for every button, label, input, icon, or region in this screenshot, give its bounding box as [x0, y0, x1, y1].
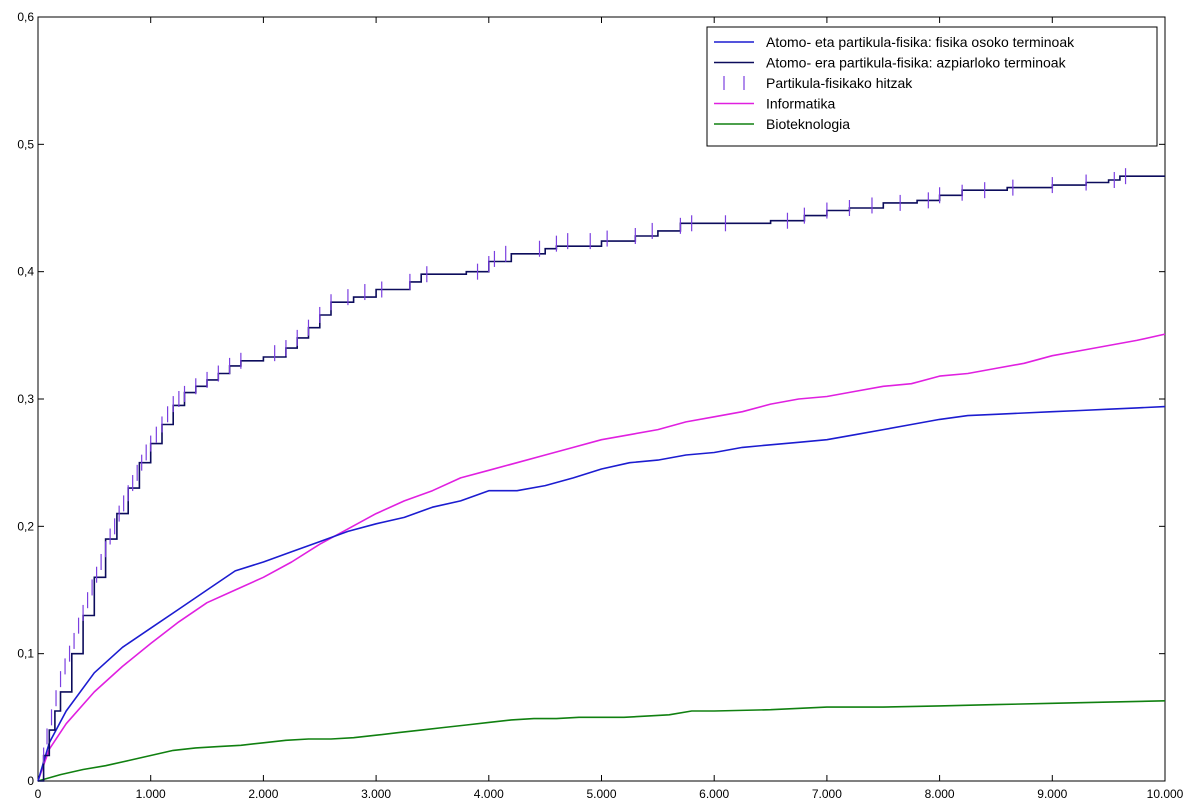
legend-entry-2: Atomo- era partikula-fisika: azpiarloko …: [714, 55, 1067, 71]
legend-label: Atomo- era partikula-fisika: azpiarloko …: [766, 55, 1067, 71]
y-tick-label: 0,1: [17, 647, 34, 661]
y-tick-label: 0,5: [17, 137, 34, 151]
x-tick-label: 7.000: [812, 787, 842, 801]
x-tick-label: 3.000: [361, 787, 391, 801]
x-tick-label: 4.000: [474, 787, 504, 801]
x-tick-label: 2.000: [248, 787, 278, 801]
series-2-step-line: [38, 175, 1165, 782]
y-tick-label: 0,2: [17, 519, 34, 533]
y-tick-label: 0: [27, 774, 34, 788]
x-tick-label: 8.000: [925, 787, 955, 801]
x-tick-label: 6.000: [699, 787, 729, 801]
legend-box: [706, 26, 1158, 147]
series-5-line: [37, 700, 1166, 782]
legend-entry-1: Atomo- eta partikula-fisika: fisika osok…: [714, 34, 1075, 50]
legend-entry-4: Informatika: [714, 96, 835, 112]
series-4-line: [37, 333, 1166, 782]
legend: Atomo- eta partikula-fisika: fisika osok…: [706, 26, 1158, 147]
series-layer: [37, 168, 1166, 782]
y-tick-label: 0,3: [17, 392, 34, 406]
y-tick-label: 0,6: [17, 10, 34, 24]
legend-label: Informatika: [766, 96, 835, 112]
legend-entry-3: Partikula-fisikako hitzak: [723, 75, 913, 91]
legend-label: Bioteknologia: [766, 116, 850, 132]
x-tick-label: 1.000: [136, 787, 166, 801]
y-tick-label: 0,4: [17, 265, 34, 279]
legend-entry-5: Bioteknologia: [714, 116, 850, 132]
x-axis: 0 1.000 2.000 3.000 4.000 5.000 6.000 7.000 8.00…: [35, 17, 1184, 801]
y-axis: 0 0,1 0,2 0,3 0,4 0,5 0,6: [17, 10, 1165, 788]
x-tick-label: 0: [35, 787, 42, 801]
legend-entries: Atomo- eta partikula-fisika: fisika osok…: [714, 34, 1075, 132]
x-tick-label: 10.000: [1147, 787, 1184, 801]
x-tick-label: 9.000: [1037, 787, 1067, 801]
series-1-line: [37, 405, 1166, 782]
x-tick-label: 5.000: [586, 787, 616, 801]
legend-label: Partikula-fisikako hitzak: [766, 75, 913, 91]
legend-label: Atomo- eta partikula-fisika: fisika osok…: [766, 34, 1075, 50]
